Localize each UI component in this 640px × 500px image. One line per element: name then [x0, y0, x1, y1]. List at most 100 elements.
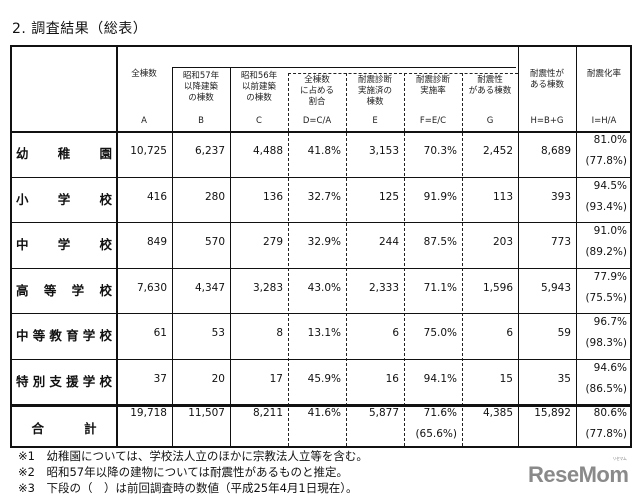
- row-label-char: 小: [16, 191, 29, 207]
- cell-e: 16: [385, 372, 399, 385]
- column-header-b: 昭和57年 以降建築 の棟数 B: [172, 71, 230, 127]
- cell-b: 6,237: [194, 145, 225, 157]
- divider: [12, 267, 630, 269]
- row-label-char: 合: [31, 421, 44, 436]
- row-label-char: 校: [99, 328, 112, 343]
- column-header-e: 耐震診断 実施済の 棟数 E: [346, 75, 404, 127]
- cell-e: 244: [378, 236, 399, 248]
- divider: [12, 176, 630, 178]
- cell-h: 59: [557, 327, 571, 339]
- column-header-text: 棟数: [366, 97, 384, 107]
- logo-kana: リセマム: [612, 456, 627, 461]
- column-formula: I=H/A: [591, 116, 617, 126]
- cell-i-previous: (86.5%): [585, 382, 627, 395]
- column-formula: H=B+G: [530, 116, 564, 126]
- cell-h: 35: [557, 372, 571, 385]
- row-label-char: 援: [66, 373, 79, 389]
- footnotes: ※1 幼稚園については、学校法人立のほかに宗教法人立等を含む。 ※2 昭和57年…: [18, 448, 368, 496]
- column-formula: C: [256, 116, 262, 126]
- cell-g: 2,452: [482, 145, 513, 157]
- row-label: 合計: [12, 418, 116, 436]
- divider: [172, 67, 173, 446]
- footnote-1: ※1 幼稚園については、学校法人立のほかに宗教法人立等を含む。: [18, 449, 368, 463]
- column-header-i: 耐震化率 I=H/A: [576, 69, 632, 127]
- cell-b: 570: [204, 236, 225, 248]
- column-formula: G: [486, 116, 494, 126]
- column-header-text: の棟数: [246, 93, 272, 103]
- cell-f-previous: (65.6%): [415, 428, 457, 440]
- column-header-text: がある棟数: [468, 86, 512, 96]
- cell-i: 91.0%: [593, 225, 627, 237]
- column-header-text: 以降建築: [183, 82, 218, 92]
- column-header-text: の棟数: [188, 93, 214, 103]
- column-header-text: 昭和57年: [182, 71, 220, 81]
- row-label-char: 稚: [57, 146, 71, 161]
- row-label-char: 学: [57, 191, 71, 207]
- column-header-text: 全棟数: [131, 69, 157, 79]
- cell-g: 4,385: [482, 407, 513, 419]
- divider: [346, 73, 347, 446]
- row-label-char: 教: [49, 328, 62, 343]
- cell-e: 6: [392, 327, 399, 339]
- cell-i: 77.9%: [593, 270, 627, 283]
- cell-e: 5,877: [368, 407, 399, 419]
- cell-c: 3,283: [252, 281, 283, 294]
- row-label: 小学校: [12, 189, 116, 207]
- column-formula: D=C/A: [302, 116, 332, 126]
- column-header-a: 全棟数 A: [116, 69, 172, 127]
- divider: [172, 67, 516, 68]
- cell-i: 94.6%: [593, 361, 627, 374]
- row-label-char: 特: [16, 373, 29, 389]
- cell-h: 393: [550, 190, 571, 203]
- cell-i: 94.5%: [593, 179, 627, 192]
- row-label: 特別支援学校: [12, 371, 116, 389]
- cell-f: 75.0%: [423, 327, 457, 339]
- row-label-char: 育: [66, 328, 79, 343]
- cell-i-previous: (89.2%): [585, 246, 627, 258]
- divider: [518, 47, 519, 446]
- column-header-text: 実施率: [420, 86, 446, 96]
- cell-d: 45.9%: [307, 372, 341, 385]
- column-header-f: 耐震診断 実施率 F=E/C: [404, 75, 462, 127]
- cell-g: 203: [492, 236, 513, 248]
- cell-g: 15: [499, 372, 513, 385]
- row-label-char: 中: [16, 328, 29, 343]
- cell-i-previous: (93.4%): [585, 200, 627, 213]
- cell-h: 5,943: [540, 281, 571, 294]
- cell-i-previous: (77.8%): [585, 155, 627, 167]
- divider: [576, 47, 577, 446]
- row-label-char: 校: [99, 237, 112, 252]
- column-header-text: 全棟数: [304, 75, 330, 85]
- column-header-text: 耐震診断: [415, 75, 450, 85]
- row-label: 幼稚園: [12, 143, 116, 161]
- cell-c: 8,211: [252, 407, 283, 419]
- column-formula: E: [372, 116, 378, 126]
- column-header-text: 耐震診断: [357, 75, 392, 85]
- cell-f: 70.3%: [423, 145, 457, 157]
- row-label-char: 学: [82, 328, 96, 343]
- column-formula: F=E/C: [419, 116, 447, 126]
- column-header-text: ある棟数: [529, 80, 564, 90]
- divider: [462, 73, 463, 446]
- cell-c: 136: [262, 190, 283, 203]
- cell-d: 32.9%: [307, 236, 341, 248]
- cell-c: 4,488: [252, 145, 283, 157]
- row-label: 高等学校: [12, 280, 116, 298]
- divider: [12, 358, 630, 360]
- survey-results-table: 全棟数 A 昭和57年 以降建築 の棟数 B 昭和56年 以前建築 の棟数 C 全棟数 に占める 割合 D…: [10, 45, 632, 448]
- column-header-text: に占める: [299, 86, 334, 96]
- cell-d: 41.6%: [307, 407, 341, 419]
- cell-b: 20: [211, 372, 225, 385]
- cell-i-previous: (77.8%): [585, 428, 627, 440]
- cell-f: 94.1%: [423, 372, 457, 385]
- cell-h: 8,689: [540, 145, 571, 157]
- cell-h: 773: [550, 236, 571, 248]
- divider: [12, 313, 630, 314]
- column-header-d: 全棟数 に占める 割合 D=C/A: [288, 75, 346, 127]
- row-label-char: 校: [99, 373, 112, 389]
- divider: [288, 73, 518, 74]
- column-header-text: 耐震性: [477, 75, 503, 85]
- cell-i: 81.0%: [593, 134, 627, 146]
- row-label-char: 等: [32, 328, 46, 343]
- row-label-char: 別: [32, 373, 46, 389]
